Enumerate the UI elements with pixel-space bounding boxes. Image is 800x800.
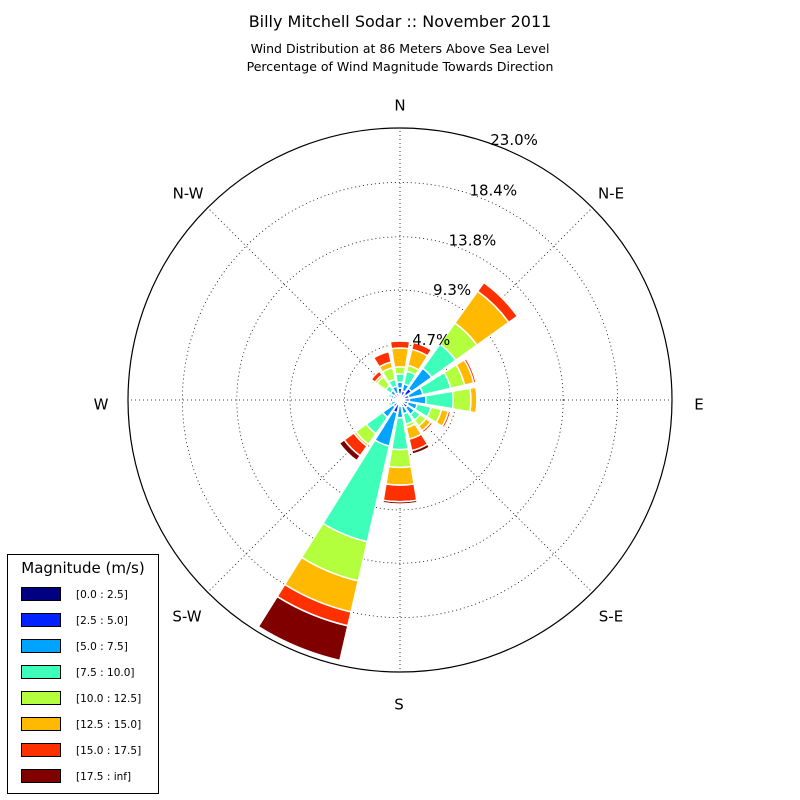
windrose-bar-segment: [381, 499, 419, 505]
windrose-bar-segment: [463, 357, 477, 384]
grid-ring: [236, 236, 564, 564]
chart-title: Billy Mitchell Sodar :: November 2011: [248, 12, 552, 31]
direction-label: N-W: [173, 185, 204, 203]
legend-swatch: [21, 613, 61, 627]
legend-label: [0.0 : 2.5]: [76, 589, 128, 601]
windrose-bar-segment: [410, 443, 431, 456]
chart-subtitle-1: Wind Distribution at 86 Meters Above Sea…: [250, 41, 550, 56]
windrose-bar-segment: [393, 366, 407, 376]
legend-label: [17.5 : inf]: [76, 771, 132, 783]
windrose-bar-segment: [410, 341, 433, 357]
windrose-bar-segment: [382, 483, 418, 503]
direction-label: S: [394, 696, 404, 714]
direction-label: N: [394, 97, 405, 115]
windrose-bar-segment: [441, 410, 452, 429]
polar-labels: N N-E E S-E S S-W W N-W 4.7% 9.3% 13.8% 18.4% 23.0%: [94, 97, 704, 714]
direction-label: N-E: [598, 185, 624, 203]
chart-subtitle-2: Percentage of Wind Magnitude Towards Dir…: [246, 59, 554, 74]
windrose-bar-segment: [396, 381, 404, 390]
direction-label: S-E: [599, 608, 623, 626]
windrose-bar-segment: [338, 438, 362, 462]
grid-ring: [289, 289, 511, 511]
windrose-bar-segment: [476, 281, 519, 324]
radial-tick-label: 23.0%: [490, 131, 538, 149]
radial-gridline: [207, 399, 401, 593]
legend-swatch: [21, 769, 61, 783]
windrose-bar-segment: [388, 448, 412, 469]
outer-ring: [127, 127, 673, 673]
legend-title: Magnitude (m/s): [21, 559, 145, 577]
windrose-bar-segment: [385, 465, 415, 486]
legend-label: [7.5 : 10.0]: [76, 667, 135, 679]
windrose-bar-segment: [387, 401, 394, 408]
legend-swatch: [21, 665, 61, 679]
radial-tick-label: 18.4%: [469, 181, 517, 199]
grid-ring: [181, 181, 619, 619]
windrose-bar-segment: [389, 340, 411, 350]
legend-label: [12.5 : 15.0]: [76, 719, 142, 731]
radial-gridline: [207, 207, 401, 401]
radial-tick-label: 9.3%: [433, 281, 471, 299]
windrose-bar-segment: [390, 347, 410, 369]
legend-label: [5.0 : 7.5]: [76, 641, 128, 653]
legend-swatch: [21, 691, 61, 705]
radial-gridline: [399, 399, 593, 593]
windrose-bar-segment: [469, 386, 478, 414]
legend-label: [15.0 : 17.5]: [76, 745, 142, 757]
legend-swatch: [21, 587, 61, 601]
windrose-bars: [257, 281, 519, 662]
direction-label: E: [694, 396, 703, 414]
direction-label: W: [94, 396, 109, 414]
legend-swatch: [21, 717, 61, 731]
direction-label: S-W: [172, 608, 201, 626]
legend: Magnitude (m/s) [0.0 : 2.5] [2.5 : 5.0] [5…: [7, 554, 159, 794]
windrose-bar-segment: [420, 420, 434, 434]
windrose-bar-segment: [257, 595, 349, 662]
legend-swatch: [21, 743, 61, 757]
windrose-bar-segment: [394, 373, 406, 384]
windrose-bar-segment: [370, 370, 384, 384]
legend-label: [2.5 : 5.0]: [76, 615, 128, 627]
windrose-bar-segment: [389, 338, 411, 343]
legend-swatch: [21, 639, 61, 653]
windrose-bar-segment: [451, 387, 472, 413]
radial-tick-label: 13.8%: [449, 232, 497, 250]
windrose-bar-segment: [372, 350, 393, 368]
legend-label: [10.0 : 12.5]: [76, 693, 142, 705]
radial-tick-label: 4.7%: [412, 331, 450, 349]
